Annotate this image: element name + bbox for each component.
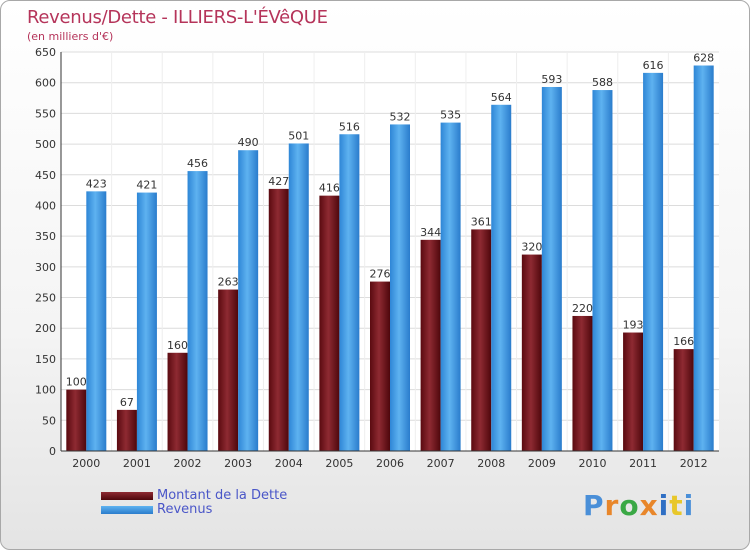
x-tick-label: 2012: [680, 457, 708, 470]
bar-revenus-2008: [491, 104, 512, 451]
x-tick-label: 2000: [72, 457, 100, 470]
value-label-revenus: 423: [86, 177, 107, 190]
bars: [66, 65, 714, 452]
value-label-dette: 276: [370, 268, 391, 281]
legend-swatch-dette: [101, 492, 153, 500]
y-tick-label: 300: [35, 261, 56, 274]
bar-revenus-2010: [592, 90, 613, 451]
y-tick-label: 550: [35, 107, 56, 120]
bar-dette-2004: [268, 188, 289, 451]
bar-revenus-2003: [238, 150, 259, 451]
bar-revenus-2004: [288, 143, 309, 451]
value-label-revenus: 516: [339, 120, 360, 133]
bar-dette-2000: [66, 389, 87, 451]
legend-swatch-revenus: [101, 506, 153, 514]
logo-letter: i: [683, 489, 695, 522]
bar-dette-2012: [673, 349, 694, 451]
bar-revenus-2001: [136, 192, 157, 451]
logo-letter: r: [604, 489, 620, 522]
value-label-dette: 263: [218, 276, 239, 289]
x-tick-label: 2002: [174, 457, 202, 470]
x-tick-label: 2003: [224, 457, 252, 470]
value-label-revenus: 628: [693, 52, 714, 65]
bar-revenus-2005: [339, 134, 360, 452]
value-label-dette: 344: [420, 226, 441, 239]
bar-revenus-2009: [541, 86, 562, 451]
value-label-dette: 160: [167, 339, 188, 352]
x-tick-label: 2011: [629, 457, 657, 470]
value-label-dette: 361: [471, 215, 492, 228]
bar-dette-2009: [521, 254, 542, 451]
y-tick-label: 150: [35, 353, 56, 366]
value-label-dette: 427: [268, 175, 289, 188]
y-tick-label: 100: [35, 384, 56, 397]
value-label-revenus: 501: [288, 129, 309, 142]
y-tick-label: 50: [42, 414, 56, 427]
y-tick-label: 0: [49, 445, 56, 458]
y-tick-label: 450: [35, 169, 56, 182]
data-labels: 100 423 67 421 160 456 263 490 427 501 416 516 276 53…: [66, 52, 714, 409]
value-label-revenus: 535: [440, 109, 461, 122]
x-tick-label: 2005: [325, 457, 353, 470]
chart-title: Revenus/Dette - ILLIERS-L'ÉVêQUE: [27, 7, 328, 28]
bar-dette-2006: [370, 281, 390, 451]
y-tick-label: 400: [35, 199, 56, 212]
logo-letter: P: [583, 489, 605, 522]
value-label-dette: 166: [673, 335, 694, 348]
y-tick-label: 350: [35, 230, 56, 243]
proxiti-logo: Proxiti: [583, 489, 694, 522]
value-label-revenus: 490: [238, 136, 259, 149]
value-label-dette: 220: [572, 302, 593, 315]
bar-revenus-2006: [390, 124, 410, 452]
logo-letter: x: [639, 489, 659, 522]
bar-dette-2002: [167, 352, 188, 451]
bar-dette-2008: [471, 229, 492, 451]
axes: 0 50 100 150 200 250 300 350 400 450 500 550 600 650 2…: [35, 46, 719, 470]
value-label-dette: 193: [623, 319, 644, 332]
logo-letter: o: [619, 489, 640, 522]
bar-dette-2007: [420, 239, 441, 451]
value-label-revenus: 456: [187, 157, 208, 170]
y-tick-label: 200: [35, 322, 56, 335]
bar-dette-2005: [319, 195, 340, 451]
x-tick-label: 2008: [477, 457, 505, 470]
logo-letter: t: [669, 489, 684, 522]
y-tick-label: 650: [35, 46, 56, 59]
value-label-dette: 100: [66, 376, 87, 389]
bar-revenus-2012: [693, 65, 714, 452]
bar-revenus-2011: [643, 72, 664, 452]
chart-subtitle: (en milliers d'€): [27, 30, 114, 43]
bar-dette-2010: [572, 315, 593, 451]
value-label-revenus: 564: [491, 91, 512, 104]
x-tick-label: 2006: [376, 457, 404, 470]
y-tick-label: 600: [35, 77, 56, 90]
bar-dette-2011: [623, 332, 644, 451]
value-label-revenus: 421: [136, 179, 157, 192]
x-tick-label: 2007: [427, 457, 455, 470]
bar-revenus-2007: [440, 122, 461, 451]
x-tick-label: 2001: [123, 457, 151, 470]
x-tick-label: 2004: [275, 457, 303, 470]
bar-dette-2003: [218, 289, 239, 451]
y-tick-label: 500: [35, 138, 56, 151]
bar-revenus-2000: [86, 191, 107, 451]
y-tick-label: 250: [35, 292, 56, 305]
x-tick-label: 2010: [578, 457, 606, 470]
legend-label-dette: Montant de la Dette: [157, 488, 288, 503]
x-tick-label: 2009: [528, 457, 556, 470]
logo-letter: i: [658, 489, 670, 522]
value-label-revenus: 588: [592, 76, 613, 89]
value-label-revenus: 616: [643, 59, 664, 72]
value-label-dette: 67: [120, 396, 134, 409]
bar-chart: 100 423 67 421 160 456 263 490 427 501 416 516 276 53…: [35, 46, 719, 470]
bar-revenus-2002: [187, 171, 208, 451]
bar-dette-2001: [116, 409, 137, 451]
value-label-dette: 320: [521, 241, 542, 254]
value-label-dette: 416: [319, 182, 340, 195]
value-label-revenus: 532: [390, 110, 411, 123]
value-label-revenus: 593: [541, 73, 562, 86]
legend-label-revenus: Revenus: [157, 502, 213, 517]
